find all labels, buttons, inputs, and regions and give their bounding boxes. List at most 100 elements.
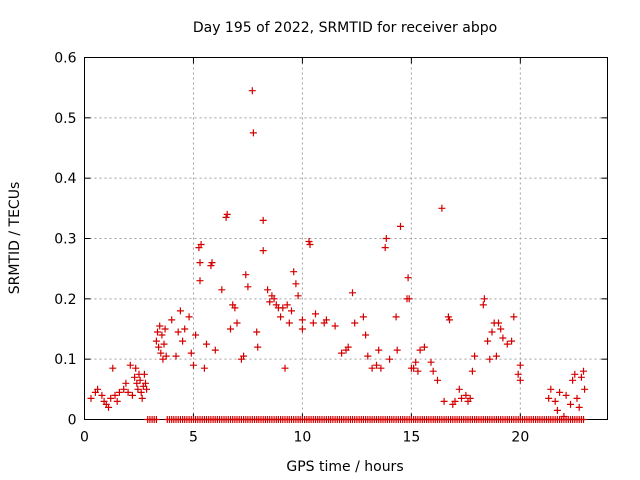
data-point bbox=[290, 268, 298, 276]
data-points bbox=[87, 87, 589, 423]
data-point bbox=[140, 370, 148, 378]
data-point bbox=[492, 352, 500, 360]
data-point bbox=[105, 403, 112, 411]
data-point bbox=[440, 397, 448, 405]
data-point bbox=[270, 295, 278, 303]
y-tick-label: 0.4 bbox=[54, 171, 76, 187]
data-point bbox=[580, 367, 587, 375]
data-point bbox=[344, 343, 352, 351]
data-point bbox=[405, 295, 413, 303]
data-point bbox=[137, 388, 145, 396]
data-point bbox=[462, 391, 470, 399]
data-point bbox=[397, 222, 404, 230]
data-point bbox=[142, 379, 149, 387]
data-point bbox=[553, 406, 561, 414]
data-point bbox=[240, 352, 248, 360]
grid-lines bbox=[84, 57, 608, 420]
data-point bbox=[94, 385, 102, 393]
data-point bbox=[444, 313, 452, 321]
data-point bbox=[185, 313, 193, 321]
data-point bbox=[368, 364, 376, 372]
data-point bbox=[157, 349, 165, 357]
data-point bbox=[298, 316, 306, 324]
data-point bbox=[168, 316, 176, 324]
data-point bbox=[196, 259, 204, 267]
data-point bbox=[362, 331, 370, 339]
data-point bbox=[471, 352, 479, 360]
data-point bbox=[281, 364, 289, 372]
x-tick-label: 15 bbox=[402, 430, 420, 446]
data-point bbox=[253, 328, 261, 336]
data-point bbox=[109, 364, 117, 372]
data-point bbox=[242, 271, 250, 279]
data-point bbox=[351, 319, 359, 327]
data-point bbox=[451, 397, 459, 405]
data-point bbox=[412, 358, 420, 366]
x-axis-label: GPS time / hours bbox=[286, 459, 403, 475]
data-point bbox=[486, 355, 494, 363]
data-point bbox=[292, 280, 300, 288]
data-point bbox=[386, 355, 394, 363]
data-point bbox=[377, 364, 385, 372]
data-point bbox=[288, 307, 295, 315]
data-point bbox=[306, 241, 314, 248]
data-point bbox=[197, 241, 205, 248]
data-point bbox=[393, 346, 401, 354]
data-point bbox=[107, 394, 115, 402]
data-point bbox=[134, 385, 142, 393]
data-point bbox=[211, 346, 219, 354]
data-point bbox=[446, 316, 453, 324]
data-point bbox=[172, 352, 180, 360]
data-point bbox=[248, 87, 256, 95]
data-point bbox=[547, 385, 555, 393]
data-point bbox=[484, 337, 492, 345]
data-point bbox=[458, 394, 465, 402]
data-point bbox=[312, 310, 319, 318]
data-point bbox=[434, 376, 441, 384]
y-tick-label: 0 bbox=[68, 413, 77, 429]
data-point bbox=[131, 373, 139, 381]
data-point bbox=[227, 325, 234, 333]
data-point bbox=[249, 129, 257, 137]
data-point bbox=[279, 304, 287, 312]
y-axis: 0 0.1 0.2 0.3 0.4 0.5 0.6 bbox=[54, 51, 608, 429]
data-point bbox=[495, 319, 502, 327]
data-point bbox=[113, 397, 121, 405]
x-axis: 0 5 10 15 20 bbox=[80, 57, 529, 446]
data-point bbox=[176, 307, 184, 315]
data-point bbox=[158, 331, 166, 339]
data-point bbox=[143, 385, 151, 393]
data-point bbox=[285, 319, 293, 327]
data-point bbox=[294, 292, 302, 300]
x-tick-label: 5 bbox=[189, 430, 198, 446]
data-point bbox=[392, 313, 400, 321]
data-point bbox=[298, 325, 306, 333]
x-tick-label: 20 bbox=[511, 430, 529, 446]
data-point bbox=[136, 376, 144, 384]
data-point bbox=[152, 337, 160, 345]
data-point bbox=[359, 313, 367, 321]
data-point bbox=[159, 355, 167, 363]
y-tick-label: 0.6 bbox=[54, 51, 76, 67]
data-point bbox=[122, 379, 130, 387]
data-point bbox=[231, 304, 239, 312]
data-point bbox=[156, 322, 164, 330]
data-point bbox=[133, 379, 141, 387]
data-point bbox=[190, 361, 197, 369]
data-point bbox=[373, 361, 380, 369]
data-point bbox=[192, 331, 200, 339]
y-tick-label: 0.5 bbox=[54, 111, 76, 127]
data-point bbox=[254, 343, 262, 351]
data-point bbox=[331, 322, 339, 330]
data-point bbox=[556, 388, 564, 396]
data-point bbox=[516, 376, 524, 384]
data-point bbox=[466, 394, 474, 402]
data-point bbox=[208, 259, 216, 267]
data-point bbox=[160, 340, 168, 348]
data-point bbox=[545, 394, 553, 402]
y-tick-label: 0.3 bbox=[54, 232, 76, 248]
data-point bbox=[497, 325, 505, 333]
data-point bbox=[338, 349, 346, 357]
data-point bbox=[508, 337, 516, 345]
